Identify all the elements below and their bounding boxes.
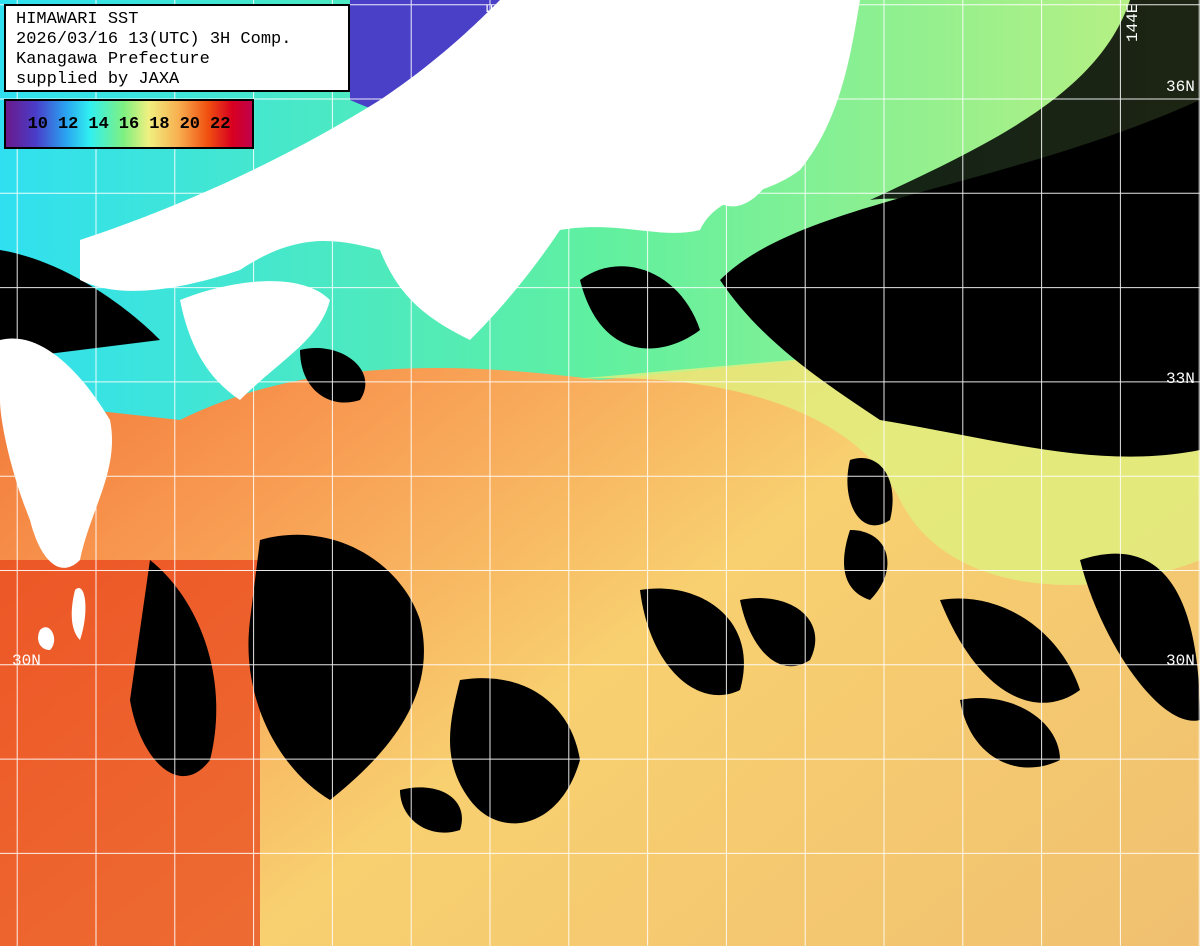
datetime-line: 2026/03/16 13(UTC) 3H Comp.	[16, 30, 292, 49]
info-box: HIMAWARI SST 2026/03/16 13(UTC) 3H Comp.…	[4, 4, 350, 92]
scale-label: 14	[88, 114, 109, 134]
scale-label: 18	[149, 114, 170, 134]
kyushu	[0, 338, 113, 568]
no-data-clouds	[130, 560, 217, 777]
tanegashima	[38, 627, 55, 650]
color-scale-legend: 10 12 14 16 18 20 22	[4, 99, 254, 149]
boso-izu	[700, 157, 770, 207]
lon-label-144e: 144E	[1124, 3, 1142, 42]
lat-label-30n: 30N	[1166, 652, 1195, 670]
lat-label-33-left: 33	[12, 370, 32, 388]
region-line: Kanagawa Prefecture	[16, 50, 210, 69]
credit-line: supplied by JAXA	[16, 70, 180, 89]
lat-label-36n: 36N	[1166, 78, 1195, 96]
scale-label: 20	[179, 114, 201, 134]
lat-label-33n: 33N	[1166, 370, 1195, 388]
lon-label-136e: 136E	[484, 3, 502, 42]
land	[0, 0, 860, 650]
scale-label: 10	[27, 114, 48, 134]
shikoku	[180, 281, 330, 400]
lat-label-30n-left: 30N	[12, 652, 41, 670]
honshu	[80, 0, 860, 340]
scale-label: 12	[57, 114, 79, 134]
title-line: HIMAWARI SST	[16, 10, 139, 29]
scale-label: 16	[118, 114, 140, 134]
southwest-warm	[0, 560, 260, 946]
yakushima	[71, 588, 86, 640]
scale-label: 22	[210, 114, 231, 134]
